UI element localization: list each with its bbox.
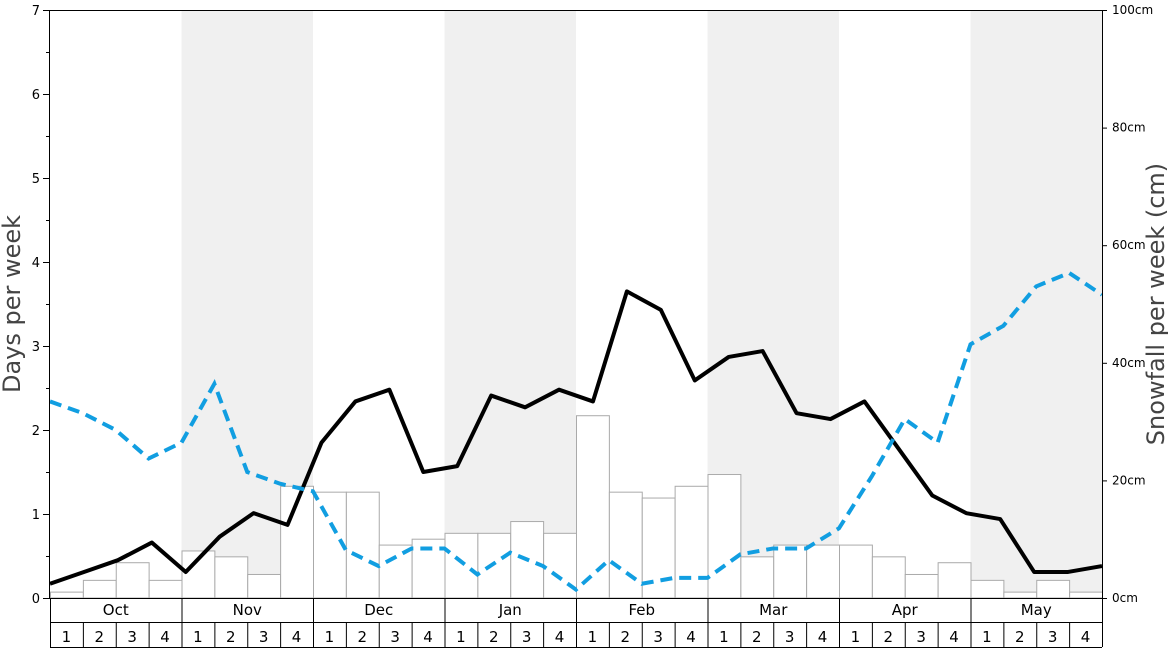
right-tick-label: 40cm — [1112, 356, 1146, 370]
week-label: 1 — [456, 628, 466, 646]
x-axis-month-week: Oct 1 2 3 4 Nov 1 2 3 4 Dec 1 2 3 4 Jan 1 2 3 4 Feb 1 2 3 4 Mar 1 2… — [50, 598, 1103, 648]
week-label: 2 — [95, 628, 105, 646]
week-label: 2 — [752, 628, 762, 646]
left-tick-label: 6 — [32, 88, 40, 103]
snowfall-bar — [214, 556, 249, 599]
left-tick-label: 5 — [32, 172, 40, 187]
snowfall-bar — [839, 544, 873, 599]
week-label: 2 — [884, 628, 894, 646]
week-label: 3 — [259, 628, 269, 646]
week-label: 4 — [423, 628, 433, 646]
right-tick-label: 60cm — [1112, 238, 1146, 252]
month-label-may: May — [1021, 601, 1052, 619]
shade-jan — [444, 10, 576, 598]
snowfall-bar — [608, 491, 643, 599]
week-label: 1 — [851, 628, 861, 646]
week-label: 3 — [785, 628, 795, 646]
snowfall-bar — [477, 532, 512, 599]
right-tick-label: 0cm — [1112, 591, 1138, 605]
month-label-apr: Apr — [892, 601, 919, 619]
series-line-1 — [49, 289, 1103, 586]
right-tick-label: 100cm — [1112, 3, 1153, 17]
snowfall-bar — [937, 562, 972, 599]
left-tick-label: 4 — [32, 256, 40, 271]
week-label: 3 — [390, 628, 400, 646]
snowfall-bar — [50, 591, 84, 599]
snowfall-bar — [970, 579, 1005, 599]
snowfall-bar — [1003, 591, 1038, 599]
week-label: 2 — [621, 628, 631, 646]
week-label: 3 — [127, 628, 137, 646]
week-label: 2 — [226, 628, 236, 646]
snowfall-bar — [247, 573, 282, 599]
week-label: 1 — [719, 628, 729, 646]
snowfall-bar — [1036, 579, 1071, 599]
snowfall-bar — [707, 474, 742, 599]
snowfall-bar — [871, 556, 906, 599]
snowfall-bar — [82, 579, 117, 599]
week-label: 4 — [160, 628, 170, 646]
week-label: 4 — [1081, 628, 1091, 646]
snowfall-bar — [148, 579, 183, 599]
snowfall-bar — [674, 485, 709, 599]
right-tick-label: 20cm — [1112, 473, 1146, 487]
snowfall-bar — [576, 415, 610, 599]
snowfall-bar — [904, 573, 939, 599]
left-axis-title: Days per week — [0, 215, 26, 393]
week-label: 2 — [489, 628, 499, 646]
week-label: 1 — [62, 628, 72, 646]
week-label: 3 — [916, 628, 926, 646]
week-label: 1 — [193, 628, 203, 646]
week-label: 3 — [522, 628, 532, 646]
series-line-2 — [49, 270, 1104, 593]
snowfall-bar — [1069, 591, 1103, 599]
week-label: 4 — [555, 628, 565, 646]
left-tick-label: 1 — [32, 508, 40, 523]
week-label: 1 — [588, 628, 598, 646]
left-tick-label: 3 — [32, 340, 40, 355]
week-label: 3 — [1048, 628, 1058, 646]
week-label: 2 — [358, 628, 368, 646]
snowfall-bar — [444, 532, 479, 599]
right-tick-label: 80cm — [1112, 121, 1146, 135]
week-label: 4 — [949, 628, 959, 646]
left-tick-label: 7 — [32, 4, 40, 19]
month-label-nov: Nov — [233, 601, 262, 619]
week-label: 2 — [1015, 628, 1025, 646]
data-lines — [49, 270, 1104, 593]
right-axis-title: Snowfall per week (cm) — [1142, 163, 1168, 445]
snowfall-bar — [806, 544, 840, 599]
week-label: 1 — [982, 628, 992, 646]
week-label: 1 — [325, 628, 335, 646]
month-label-oct: Oct — [103, 601, 129, 619]
right-y-axis: 0cm 20cm 40cm 60cm 80cm 100cm — [1102, 3, 1153, 605]
left-y-axis: 0 1 2 3 4 5 6 7 — [32, 4, 50, 607]
week-label: 3 — [653, 628, 663, 646]
month-shading — [181, 10, 1102, 598]
left-tick-label: 2 — [32, 424, 40, 439]
snowfall-bar — [740, 556, 775, 599]
week-label: 4 — [686, 628, 696, 646]
snowfall-bar — [115, 562, 150, 599]
month-label-jan: Jan — [498, 601, 522, 619]
shade-may — [970, 10, 1102, 598]
snowfall-bars — [50, 415, 1103, 599]
month-label-feb: Feb — [628, 601, 655, 619]
week-label: 4 — [292, 628, 302, 646]
snowfall-bar — [773, 544, 808, 599]
week-label: 4 — [818, 628, 828, 646]
snowfall-bar — [345, 491, 380, 599]
left-tick-label: 0 — [32, 592, 40, 607]
month-label-mar: Mar — [759, 601, 788, 619]
month-label-dec: Dec — [364, 601, 393, 619]
